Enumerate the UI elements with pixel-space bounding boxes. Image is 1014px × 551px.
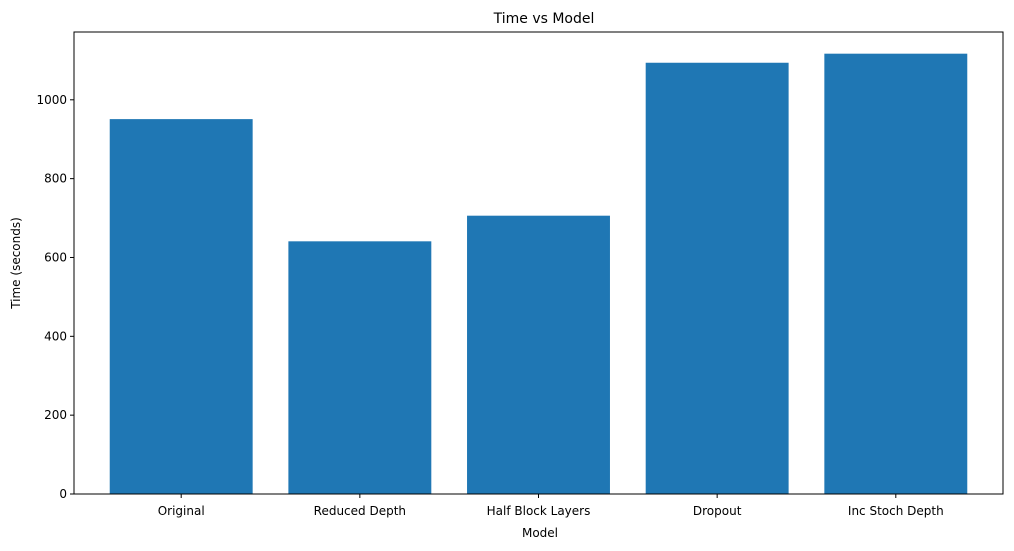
y-ticks-group: 0 200 400 600 800 1000	[36, 93, 74, 501]
y-tick-label: 200	[44, 408, 67, 422]
x-ticks-group: Original Reduced Depth Half Block Layers Dr…	[158, 494, 944, 518]
y-tick-label: 400	[44, 329, 67, 343]
bars-group	[109, 53, 968, 495]
chart-title: Time vs Model	[493, 11, 595, 27]
x-tick-label: Inc Stoch Depth	[848, 504, 944, 518]
y-tick-label: 0	[59, 487, 67, 501]
bar-half-block-layers	[467, 215, 610, 495]
bar-reduced-depth	[288, 241, 432, 494]
x-tick-label: Original	[158, 504, 205, 518]
x-tick-label: Dropout	[693, 504, 742, 518]
bar-inc-stoch-depth	[824, 53, 968, 495]
plot-frame	[73, 31, 1004, 495]
y-tick-label: 1000	[36, 93, 67, 107]
bar-original	[109, 119, 253, 495]
y-tick-label: 800	[44, 172, 67, 186]
x-axis-label: Model	[522, 526, 558, 540]
y-tick-label: 600	[44, 250, 67, 264]
bar-dropout	[645, 62, 789, 495]
x-tick-label: Reduced Depth	[314, 504, 406, 518]
x-tick-label: Half Block Layers	[487, 504, 591, 518]
y-axis-label: Time (seconds)	[9, 217, 23, 310]
